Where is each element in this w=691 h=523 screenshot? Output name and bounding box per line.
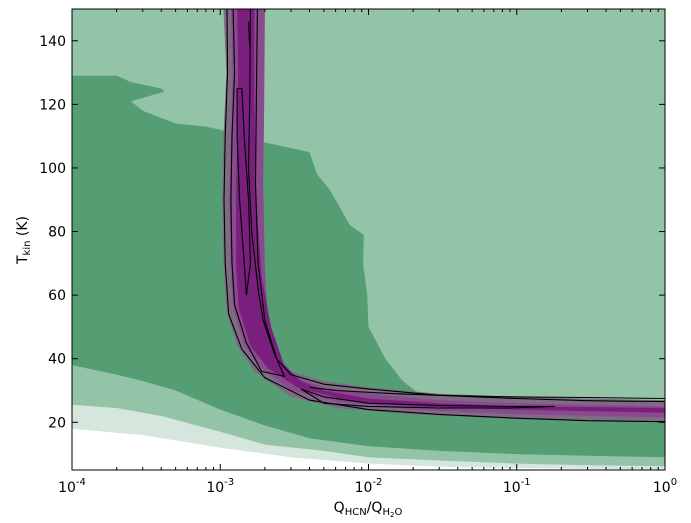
contour-inner-upper: [230, 9, 286, 377]
x-tick-label: 10-2: [355, 477, 383, 496]
contour-outer: [223, 9, 665, 423]
x-axis-label: QHCN/QH2O: [334, 500, 403, 519]
contour-dash-top: [247, 21, 251, 48]
region-green-inner: [72, 75, 665, 458]
contour-inner-lower: [300, 388, 555, 409]
contour-tail: [309, 386, 665, 400]
y-tick-label: 120: [39, 97, 66, 113]
x-tick-label: 10-1: [503, 477, 531, 496]
region-purple-mid: [229, 9, 665, 418]
x-axis-ticks: 10-4 10-3 10-2 10-1 100: [58, 9, 677, 496]
y-axis-label: Tkin (K): [15, 216, 33, 265]
y-tick-label: 20: [48, 415, 66, 431]
region-purple-core: [236, 9, 665, 413]
y-axis-ticks: 20 40 60 80 100 120 140: [39, 34, 665, 431]
x-tick-label: 100: [653, 477, 677, 496]
y-tick-label: 100: [39, 161, 66, 177]
x-tick-label: 10-3: [206, 477, 234, 496]
x-tick-label: 10-4: [58, 477, 86, 496]
y-tick-label: 80: [48, 225, 66, 241]
y-tick-label: 40: [48, 352, 66, 368]
y-tick-label: 60: [48, 288, 66, 304]
contour-small-loop: [236, 87, 252, 296]
y-tick-label: 140: [39, 34, 66, 50]
contour-regions: [72, 9, 665, 470]
contour-lines: [223, 9, 665, 423]
